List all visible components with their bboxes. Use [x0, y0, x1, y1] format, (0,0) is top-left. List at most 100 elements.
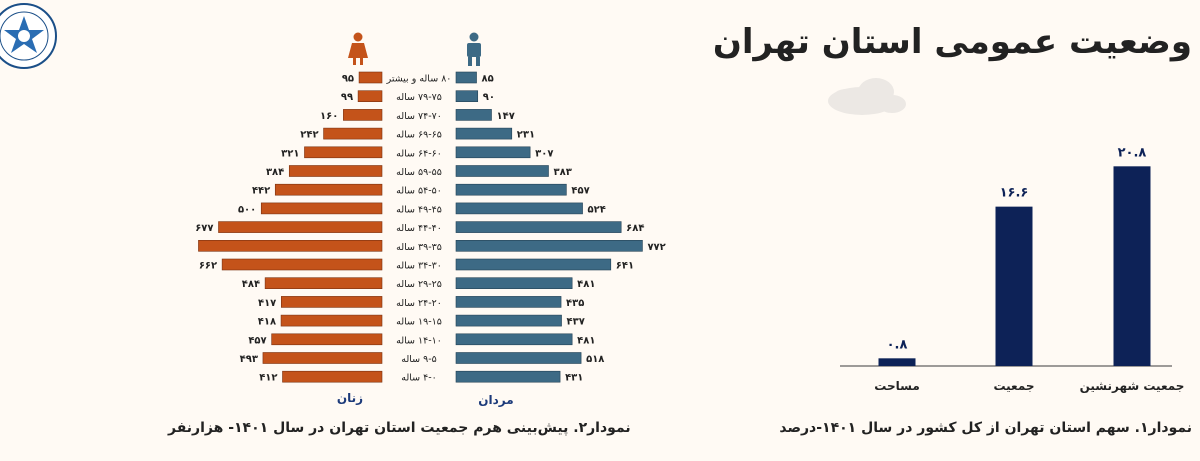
women-bar [358, 71, 383, 84]
legend-men: مردان [478, 393, 513, 407]
age-group-label: ۴۴-۴۰ ساله [396, 223, 442, 234]
age-group-label: ۳۴-۳۰ ساله [396, 261, 442, 272]
age-group-label: ۵۴-۵۰ ساله [396, 186, 442, 197]
women-value-label: ۱۶۰ [320, 111, 338, 122]
share-category-label: جمعیت شهرنشین [1080, 379, 1185, 393]
age-group-label: ۲۹-۲۵ ساله [396, 279, 442, 290]
men-bar [455, 71, 477, 84]
legend-women: زنان [337, 391, 363, 405]
age-group-label: ۹-۵ ساله [401, 354, 437, 365]
women-value-label: ۹۵ [342, 74, 354, 85]
women-bar [218, 221, 383, 233]
women-value-label: ۶۷۷ [195, 223, 213, 234]
institution-logo-icon [0, 3, 57, 69]
women-value-label: ۴۴۲ [252, 186, 270, 197]
male-person-icon [467, 32, 481, 66]
women-bar [274, 183, 383, 196]
age-group-label: ۶۴-۶۰ ساله [396, 148, 442, 159]
age-group-label: ۷۹-۷۵ ساله [396, 92, 442, 103]
men-bar [455, 314, 562, 327]
women-bar [260, 202, 383, 215]
share-value-label: ۲۰.۸ [1118, 145, 1147, 160]
men-value-label: ۳۰۷ [535, 148, 553, 159]
men-bar [455, 240, 643, 252]
age-group-label: ۸۰ ساله و بیشتر [386, 74, 452, 85]
men-bar [455, 277, 573, 290]
men-value-label: ۴۳۱ [565, 373, 583, 384]
women-bar [282, 370, 383, 383]
men-bar [455, 202, 583, 215]
men-bar [455, 146, 531, 159]
women-bar [280, 296, 383, 308]
men-value-label: ۲۳۱ [517, 130, 535, 141]
share-category-label: جمعیت [993, 379, 1034, 393]
men-bar [455, 221, 622, 233]
women-value-label: ۴۱۲ [259, 373, 277, 384]
women-value-label: ۹۹ [341, 92, 353, 103]
age-group-label: ۷۴-۷۰ ساله [396, 111, 442, 122]
women-bar [357, 90, 383, 102]
share-value-label: ۰.۸ [887, 337, 908, 352]
men-bar [455, 258, 612, 271]
age-group-label: ۳۹-۳۵ ساله [396, 242, 442, 253]
men-bar [455, 165, 549, 177]
men-value-label: ۹۰ [483, 92, 495, 103]
share-bar [995, 206, 1033, 366]
share-bar [878, 358, 916, 366]
women-value-label: ۴۱۸ [258, 317, 276, 328]
age-group-label: ۴۹-۴۵ ساله [396, 204, 442, 215]
men-value-label: ۶۴۱ [616, 261, 634, 272]
age-group-label: ۱۹-۱۵ ساله [396, 317, 442, 328]
men-value-label: ۴۵۷ [571, 186, 589, 197]
share-bar [1113, 166, 1151, 366]
women-bar [264, 277, 383, 290]
women-bar [323, 127, 383, 140]
share-chart-caption: نمودار۱. سهم استان تهران از کل کشور در س… [779, 420, 1192, 436]
men-value-label: ۶۸۴ [626, 223, 644, 234]
share-category-label: مساحت [874, 379, 920, 393]
women-bar [221, 258, 383, 271]
men-value-label: ۵۱۸ [586, 354, 604, 365]
women-bar [280, 314, 383, 327]
men-bar [455, 127, 513, 140]
men-value-label: ۴۳۷ [567, 317, 585, 328]
women-bar [271, 333, 383, 346]
women-value-label: ۶۶۲ [199, 261, 217, 272]
women-bar [288, 165, 383, 177]
age-group-label: ۲۴-۲۰ ساله [396, 298, 442, 309]
pyramid-category-labels: ۸۰ ساله و بیشتر ۷۹-۷۵ ساله ۷۴-۷۰ ساله ۶۹-۶۵… [386, 74, 452, 384]
women-bar [343, 109, 383, 121]
age-group-label: ۵۹-۵۵ ساله [396, 167, 442, 178]
women-bar [198, 240, 383, 252]
men-bar [455, 90, 479, 102]
age-group-label: ۱۴-۱۰ ساله [396, 335, 442, 346]
men-value-label: ۳۸۳ [553, 167, 571, 178]
men-bar [455, 296, 562, 308]
men-bar [455, 333, 573, 346]
women-bar [262, 352, 383, 364]
women-bar [304, 146, 383, 159]
women-value-label: ۳۲۱ [281, 148, 299, 159]
men-bar [455, 183, 567, 196]
women-value-label: ۳۸۴ [266, 167, 284, 178]
men-value-label: ۴۸۱ [577, 279, 595, 290]
women-value-label: ۴۸۴ [242, 279, 260, 290]
men-value-label: ۱۴۷ [497, 111, 515, 122]
share-bar-chart: ۲۰.۸ جمعیت شهرنشین ۱۶.۶ جمعیت ۰.۸ مساحت [840, 145, 1184, 393]
cloud-decoration [828, 78, 906, 115]
age-group-label: ۴-۰ ساله [401, 373, 437, 384]
female-person-icon [348, 32, 368, 65]
pyramid-caption: نمودار۲. پیش‌بینی هرم جمعیت استان تهران … [168, 420, 631, 436]
share-value-label: ۱۶.۶ [1000, 186, 1029, 201]
men-value-label: ۵۲۴ [588, 204, 606, 215]
men-value-label: ۴۳۵ [566, 298, 584, 309]
page-title: وضعیت عمومی استان تهران [712, 22, 1192, 62]
men-bar [455, 370, 561, 383]
age-group-label: ۶۹-۶۵ ساله [396, 130, 442, 141]
men-value-label: ۴۸۱ [577, 335, 595, 346]
men-value-label: ۸۵ [482, 74, 494, 85]
women-value-label: ۲۴۲ [300, 130, 318, 141]
